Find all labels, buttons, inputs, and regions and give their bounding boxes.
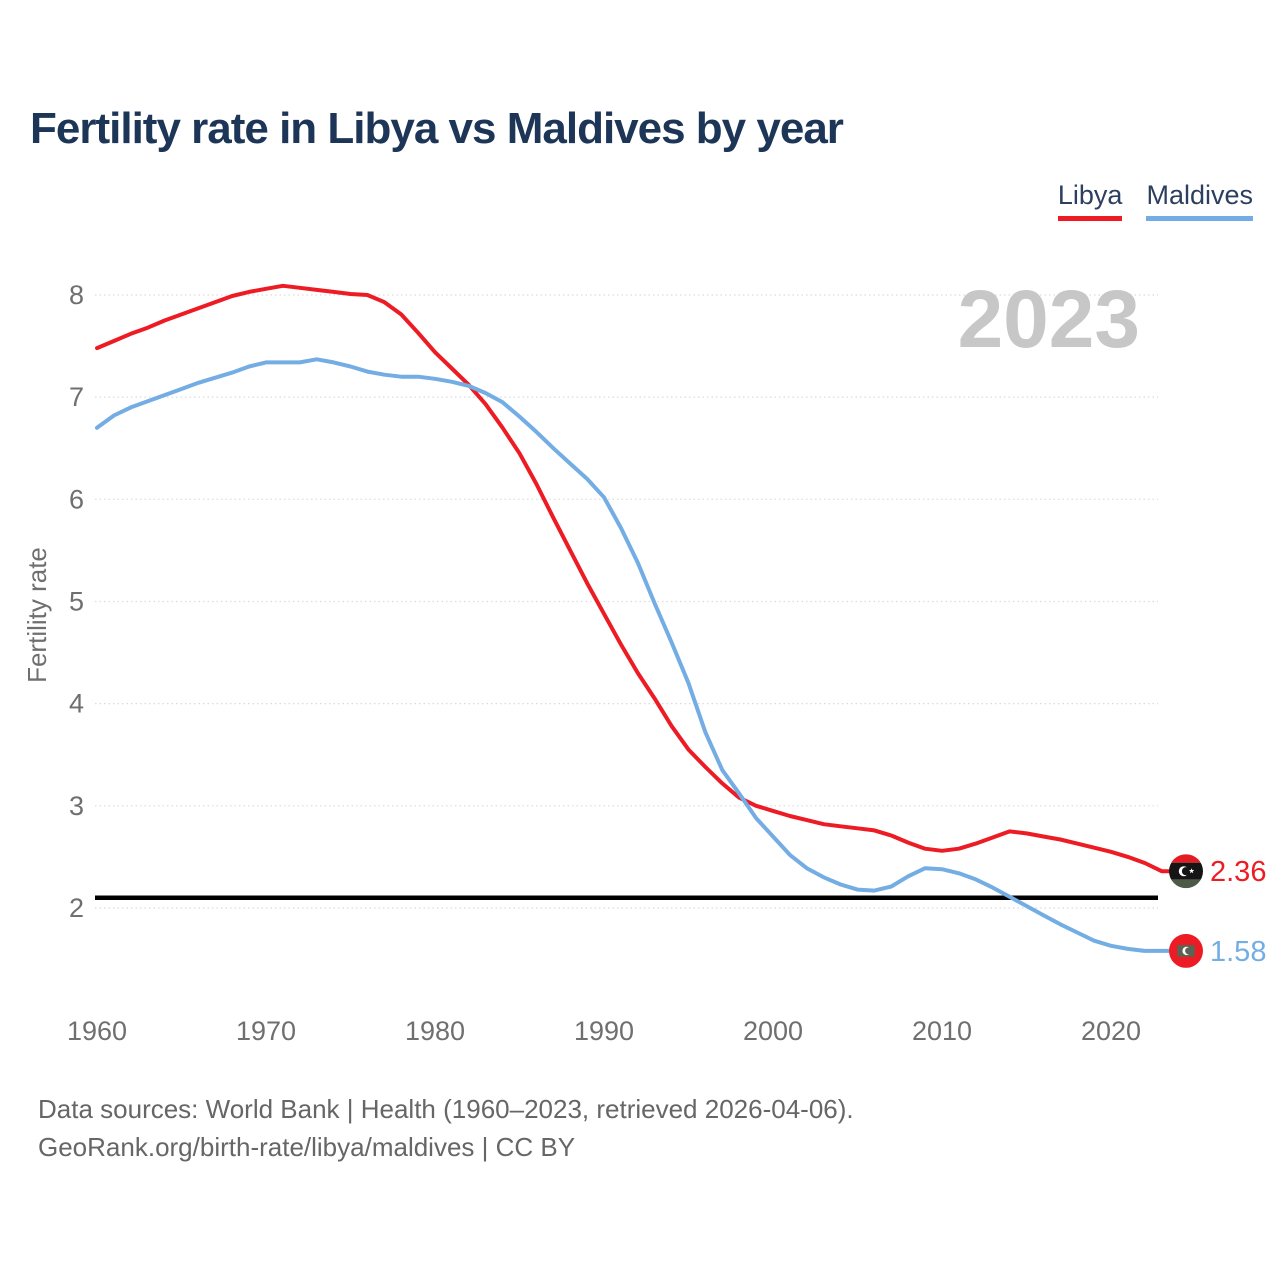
legend: Libya Maldives [1057, 180, 1253, 221]
x-tick-label: 1980 [405, 1016, 465, 1046]
footer-source-line: Data sources: World Bank | Health (1960–… [38, 1094, 854, 1124]
watermark-year: 2023 [958, 274, 1140, 365]
maldives-line [95, 357, 1174, 953]
footer: Data sources: World Bank | Health (1960–… [38, 1090, 854, 1166]
libya-line [95, 283, 1174, 874]
x-tick-label: 1960 [67, 1016, 127, 1046]
y-tick-label: 4 [69, 689, 84, 719]
y-tick-label: 5 [69, 586, 84, 616]
x-tick-label: 2020 [1081, 1016, 1141, 1046]
x-tick-label: 2010 [912, 1016, 972, 1046]
legend-item-maldives[interactable]: Maldives [1146, 180, 1253, 221]
y-axis-title: Fertility rate [22, 547, 52, 683]
footer-url-line: GeoRank.org/birth-rate/libya/maldives | … [38, 1132, 576, 1162]
x-axis-tick-labels: 1960 1970 1980 1990 2000 2010 2020 [67, 1016, 1141, 1046]
y-tick-label: 2 [69, 893, 84, 923]
y-tick-label: 6 [69, 484, 84, 514]
page-title: Fertility rate in Libya vs Maldives by y… [30, 104, 844, 153]
y-tick-label: 7 [69, 382, 84, 412]
legend-item-libya[interactable]: Libya [1057, 180, 1123, 221]
y-tick-label: 3 [69, 791, 84, 821]
y-axis-tick-labels: 2 3 4 5 6 7 8 [69, 280, 84, 923]
maldives-flag-icon [1169, 933, 1203, 968]
gridlines [95, 294, 1158, 909]
x-tick-label: 2000 [743, 1016, 803, 1046]
libya-flag-icon [1169, 854, 1203, 889]
x-tick-label: 1990 [574, 1016, 634, 1046]
libya-end-value: 2.36 [1210, 856, 1266, 888]
maldives-end-value: 1.58 [1210, 936, 1266, 968]
y-tick-label: 8 [69, 280, 84, 310]
x-tick-label: 1970 [236, 1016, 296, 1046]
